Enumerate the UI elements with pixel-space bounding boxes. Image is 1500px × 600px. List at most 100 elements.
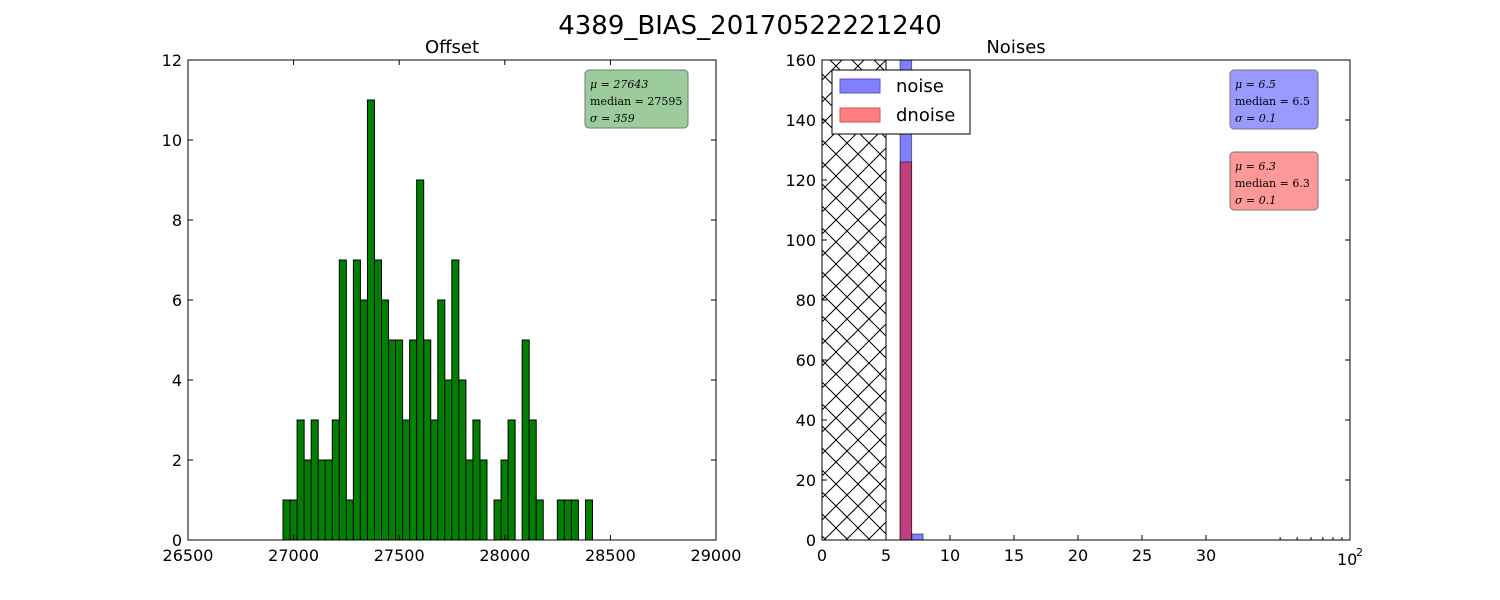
offset-bar bbox=[359, 299, 368, 541]
offset-bar bbox=[289, 499, 298, 541]
noises-x-tick-label: 25 bbox=[1132, 546, 1152, 565]
offset-bar bbox=[423, 339, 432, 541]
offset-bar bbox=[535, 499, 544, 541]
noises-title: Noises bbox=[986, 37, 1045, 58]
offset-x-tick-label: 27000 bbox=[268, 546, 319, 565]
offset-bar bbox=[465, 459, 474, 541]
dnoise-stats-box-bg bbox=[1229, 151, 1319, 211]
offset-bar bbox=[324, 459, 333, 541]
noise-stats-box-bg bbox=[1229, 69, 1319, 130]
offset-stats-sigma: σ = 359 bbox=[590, 112, 635, 125]
offset-bar bbox=[416, 179, 425, 541]
offset-bar bbox=[507, 419, 516, 541]
noises-x-tick-label: 5 bbox=[881, 546, 891, 565]
noises-x-tick-label: 10 bbox=[940, 546, 960, 565]
noises-panel: Noises 0 5 10 15 20 25 30 0 20 40 60 80 100 120 140 16… bbox=[785, 37, 1363, 569]
figure-suptitle: 4389_BIAS_20170522221240 bbox=[558, 11, 942, 41]
offset-y-tick-label: 2 bbox=[172, 451, 182, 470]
offset-bar bbox=[388, 339, 397, 541]
offset-bar bbox=[430, 419, 439, 541]
legend-swatch-dnoise bbox=[839, 107, 881, 123]
dnoise-stats-box: μ = 6.3 median = 6.3 σ = 0.1 bbox=[1229, 151, 1319, 211]
noises-x-tick-label: 15 bbox=[1004, 546, 1024, 565]
offset-y-tick-label: 8 bbox=[172, 211, 182, 230]
dnoise-stats-median: median = 6.3 bbox=[1235, 177, 1310, 190]
offset-bar bbox=[338, 259, 347, 541]
noises-y-tick-label: 100 bbox=[785, 231, 816, 250]
offset-bar bbox=[500, 459, 509, 541]
offset-y-tick-label: 10 bbox=[162, 131, 182, 150]
offset-bar bbox=[570, 499, 579, 541]
noise-bar bbox=[911, 533, 924, 541]
noises-hatched-region bbox=[821, 59, 887, 541]
offset-bar bbox=[317, 459, 326, 541]
offset-y-tick-label: 0 bbox=[172, 531, 182, 550]
noises-y-tick-label: 40 bbox=[796, 411, 816, 430]
offset-bar bbox=[366, 99, 375, 541]
offset-x-tick-label: 29000 bbox=[691, 546, 742, 565]
legend-label-dnoise: dnoise bbox=[896, 105, 955, 126]
offset-bar bbox=[584, 499, 593, 541]
offset-bar bbox=[345, 499, 354, 541]
legend-label-noise: noise bbox=[896, 76, 944, 97]
offset-bar bbox=[521, 339, 530, 541]
offset-bar bbox=[563, 499, 572, 541]
offset-bar bbox=[444, 379, 453, 541]
noise-stats-box: μ = 6.5 median = 6.5 σ = 0.1 bbox=[1229, 69, 1319, 130]
offset-x-ticks: 26500 27000 27500 28000 28500 29000 bbox=[163, 60, 742, 565]
noises-y-tick-label: 0 bbox=[806, 531, 816, 550]
noises-y-tick-label: 60 bbox=[796, 351, 816, 370]
offset-bar bbox=[437, 299, 446, 541]
offset-bar bbox=[409, 339, 418, 541]
dnoise-stats-sigma: σ = 0.1 bbox=[1235, 194, 1276, 207]
offset-bar bbox=[310, 419, 319, 541]
offset-bar bbox=[296, 419, 305, 541]
offset-y-ticks: 0 2 4 6 8 10 12 bbox=[162, 51, 716, 550]
offset-x-tick-label: 28000 bbox=[479, 546, 530, 565]
noises-x-tick-label: 20 bbox=[1068, 546, 1088, 565]
offset-bar bbox=[479, 459, 488, 541]
offset-bar bbox=[381, 299, 390, 541]
offset-bar bbox=[472, 419, 481, 541]
noises-y-tick-label: 20 bbox=[796, 471, 816, 490]
offset-stats-median: median = 27595 bbox=[590, 95, 682, 108]
offset-bar bbox=[303, 459, 312, 541]
offset-y-tick-label: 4 bbox=[172, 371, 182, 390]
noises-y-ticks: 0 20 40 60 80 100 120 140 160 bbox=[785, 51, 1350, 550]
noises-x-tick-label: 0 bbox=[817, 546, 827, 565]
legend-swatch-noise bbox=[839, 78, 881, 94]
offset-bar bbox=[458, 379, 467, 541]
offset-bar bbox=[528, 419, 537, 541]
offset-bar bbox=[331, 419, 340, 541]
offset-bar bbox=[402, 419, 411, 541]
offset-y-tick-label: 12 bbox=[162, 51, 182, 70]
noises-legend: noise dnoise bbox=[831, 69, 971, 135]
offset-x-tick-label: 28500 bbox=[585, 546, 636, 565]
offset-bar bbox=[352, 259, 361, 541]
offset-y-tick-label: 6 bbox=[172, 291, 182, 310]
noises-y-tick-label: 120 bbox=[785, 171, 816, 190]
dnoise-bar bbox=[899, 161, 913, 541]
offset-stats-box-bg bbox=[584, 69, 689, 129]
noises-x-ticks: 0 5 10 15 20 25 30 bbox=[817, 535, 1343, 565]
dnoise-stats-mu: μ = 6.3 bbox=[1235, 160, 1276, 173]
noises-x-tick-last-base: 10 bbox=[1337, 550, 1357, 569]
noises-x-tick-label: 30 bbox=[1196, 546, 1216, 565]
offset-bar bbox=[451, 259, 460, 541]
noises-x-tick-last-exp: 2 bbox=[1356, 546, 1363, 559]
noise-stats-mu: μ = 6.5 bbox=[1235, 78, 1276, 91]
offset-bar bbox=[556, 499, 565, 541]
noises-y-tick-label: 140 bbox=[785, 111, 816, 130]
offset-bar bbox=[493, 499, 502, 541]
offset-panel: Offset 26500 27000 27500 28000 28500 29000 02… bbox=[162, 37, 742, 565]
noise-stats-sigma: σ = 0.1 bbox=[1235, 112, 1276, 125]
offset-title: Offset bbox=[425, 37, 479, 58]
offset-bar bbox=[282, 499, 291, 541]
offset-x-tick-label: 27500 bbox=[374, 546, 425, 565]
offset-x-tick-label: 26500 bbox=[163, 546, 214, 565]
noise-stats-median: median = 6.5 bbox=[1235, 95, 1310, 108]
offset-stats-mu: μ = 27643 bbox=[590, 78, 648, 91]
offset-bar bbox=[395, 339, 404, 541]
noises-y-tick-label: 80 bbox=[796, 291, 816, 310]
